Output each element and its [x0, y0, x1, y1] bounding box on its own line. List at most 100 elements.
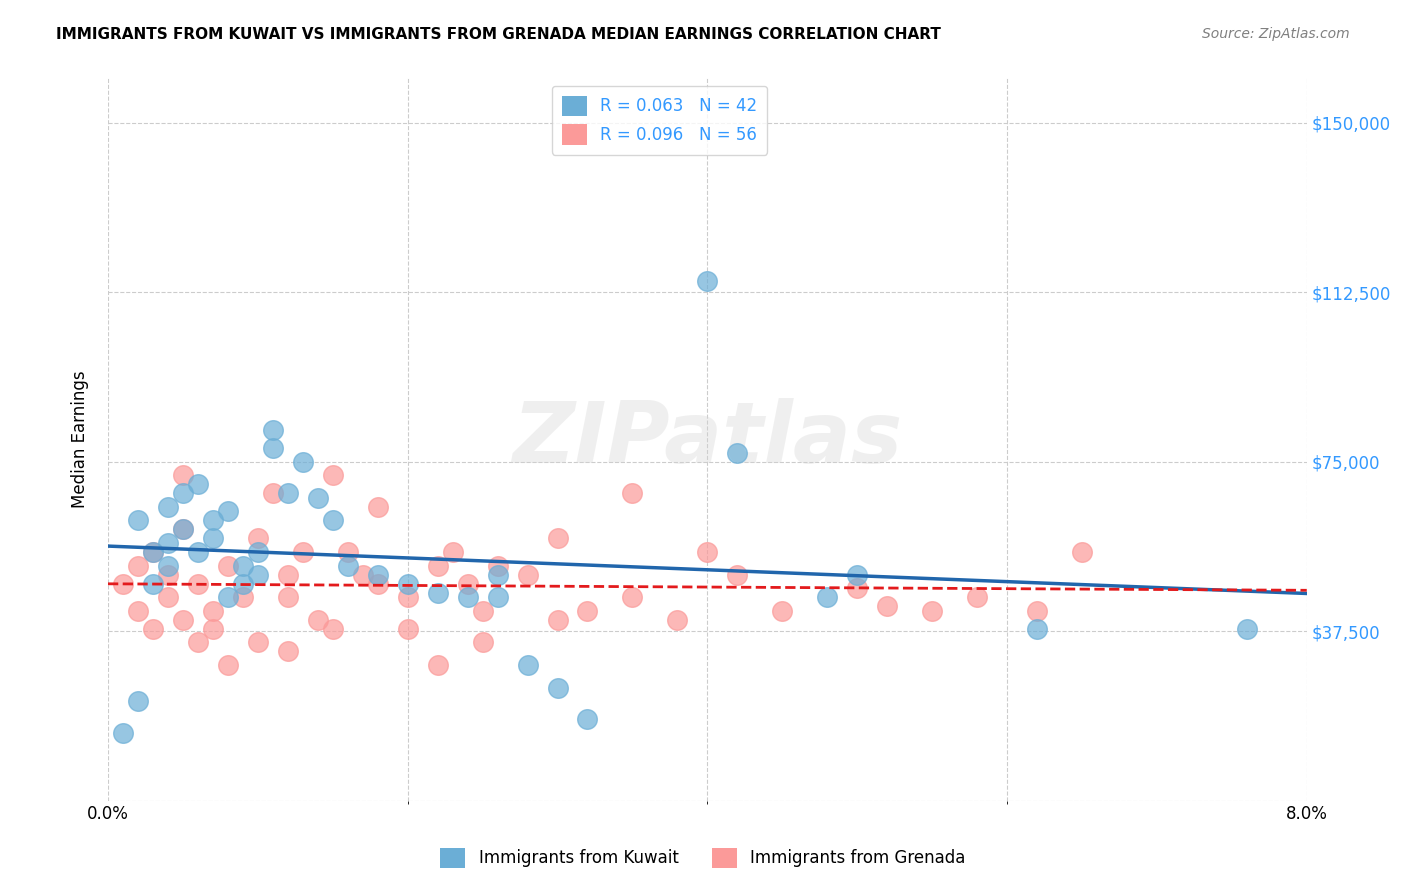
Point [516, 567, 538, 582]
Point [142, 622, 165, 636]
Point [217, 591, 239, 605]
Point [367, 500, 389, 514]
Point [547, 613, 569, 627]
Point [576, 604, 599, 618]
Point [217, 658, 239, 673]
Point [217, 504, 239, 518]
Point [172, 468, 194, 483]
Point [426, 585, 449, 599]
Point [217, 558, 239, 573]
Legend: Immigrants from Kuwait, Immigrants from Grenada: Immigrants from Kuwait, Immigrants from … [433, 841, 973, 875]
Point [156, 567, 179, 582]
Point [156, 558, 179, 573]
Point [291, 455, 314, 469]
Point [111, 726, 134, 740]
Point [156, 591, 179, 605]
Point [127, 558, 149, 573]
Point [696, 545, 718, 559]
Point [815, 591, 838, 605]
Point [127, 604, 149, 618]
Point [187, 545, 209, 559]
Point [232, 591, 254, 605]
Point [1236, 622, 1258, 636]
Point [201, 622, 224, 636]
Point [471, 604, 494, 618]
Point [187, 477, 209, 491]
Point [367, 576, 389, 591]
Point [621, 591, 644, 605]
Point [187, 635, 209, 649]
Text: Source: ZipAtlas.com: Source: ZipAtlas.com [1202, 27, 1350, 41]
Point [142, 576, 165, 591]
Point [352, 567, 374, 582]
Point [156, 500, 179, 514]
Point [576, 712, 599, 726]
Point [246, 532, 269, 546]
Point [187, 576, 209, 591]
Point [846, 581, 869, 595]
Point [966, 591, 988, 605]
Point [666, 613, 689, 627]
Point [770, 604, 793, 618]
Point [1026, 604, 1049, 618]
Point [336, 545, 359, 559]
Text: ZIPatlas: ZIPatlas [512, 398, 903, 481]
Point [262, 441, 284, 455]
Y-axis label: Median Earnings: Median Earnings [72, 370, 89, 508]
Point [547, 681, 569, 695]
Point [307, 613, 329, 627]
Point [1026, 622, 1049, 636]
Point [471, 635, 494, 649]
Point [277, 486, 299, 500]
Point [725, 567, 748, 582]
Point [846, 567, 869, 582]
Point [876, 599, 898, 614]
Point [322, 513, 344, 527]
Point [486, 558, 509, 573]
Point [277, 591, 299, 605]
Point [201, 513, 224, 527]
Point [262, 423, 284, 437]
Point [156, 536, 179, 550]
Point [172, 523, 194, 537]
Point [127, 513, 149, 527]
Point [127, 694, 149, 708]
Point [696, 274, 718, 288]
Point [336, 558, 359, 573]
Point [457, 591, 479, 605]
Point [516, 658, 538, 673]
Point [486, 567, 509, 582]
Point [262, 486, 284, 500]
Point [201, 532, 224, 546]
Point [396, 591, 419, 605]
Point [426, 558, 449, 573]
Point [725, 445, 748, 459]
Point [142, 545, 165, 559]
Legend: R = 0.063   N = 42, R = 0.096   N = 56: R = 0.063 N = 42, R = 0.096 N = 56 [551, 86, 768, 155]
Point [426, 658, 449, 673]
Point [322, 468, 344, 483]
Point [172, 523, 194, 537]
Point [246, 635, 269, 649]
Point [457, 576, 479, 591]
Point [1071, 545, 1094, 559]
Point [172, 486, 194, 500]
Point [111, 576, 134, 591]
Point [291, 545, 314, 559]
Point [277, 644, 299, 658]
Point [232, 558, 254, 573]
Point [621, 486, 644, 500]
Point [367, 567, 389, 582]
Point [322, 622, 344, 636]
Point [396, 622, 419, 636]
Point [396, 576, 419, 591]
Point [201, 604, 224, 618]
Point [232, 576, 254, 591]
Point [246, 545, 269, 559]
Point [307, 491, 329, 505]
Text: IMMIGRANTS FROM KUWAIT VS IMMIGRANTS FROM GRENADA MEDIAN EARNINGS CORRELATION CH: IMMIGRANTS FROM KUWAIT VS IMMIGRANTS FRO… [56, 27, 941, 42]
Point [246, 567, 269, 582]
Point [486, 591, 509, 605]
Point [277, 567, 299, 582]
Point [547, 532, 569, 546]
